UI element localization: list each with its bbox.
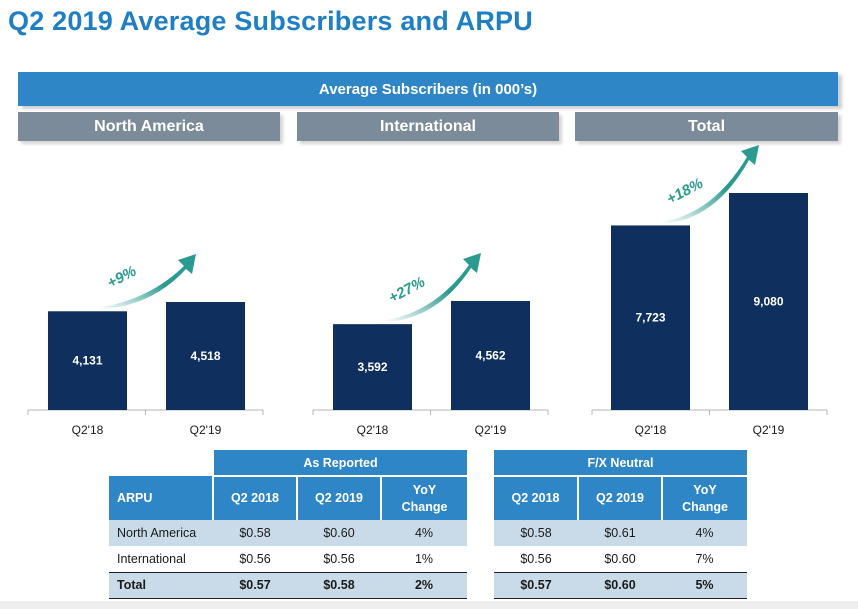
subscribers-bar-charts: 4,131 Q2'18 4,518 Q2'19 +9% 3,592 Q2'18 4,562 Q2… — [27, 145, 828, 437]
fx-neutral-header: F/X Neutral — [494, 450, 747, 477]
table-cell: $0.60 — [604, 578, 636, 592]
x-tick-label: Q2'19 — [475, 423, 507, 437]
bar-value-label: 9,080 — [753, 295, 783, 309]
panel-header-total: Total — [575, 112, 838, 141]
bar-value-label: 4,562 — [475, 348, 505, 362]
arpu-as-reported-table: As Reported ARPU Q2 2018 Q2 2019 YoY Cha… — [109, 450, 467, 599]
growth-arrow-icon — [100, 254, 196, 310]
table-row: International $0.56 $0.56 1% — [109, 546, 467, 572]
table-cell: 1% — [414, 551, 434, 566]
panel-header-north-america: North America — [18, 112, 280, 141]
panel-header-international: International — [297, 112, 559, 141]
table-cell: $0.60 — [323, 526, 355, 540]
x-tick-label: Q2'19 — [753, 423, 785, 437]
table-cell: 2% — [414, 578, 434, 592]
column-header: Q2 2019 — [296, 476, 381, 520]
growth-arrow-icon — [385, 252, 481, 323]
growth-arrow-icon — [663, 145, 759, 224]
bar-international-1 — [451, 300, 530, 410]
x-tick-label: Q2'18 — [635, 423, 667, 437]
growth-annotation: +27% — [386, 274, 428, 307]
column-header: YoY Change — [661, 476, 747, 520]
table-row: $0.58 $0.61 4% — [494, 520, 747, 546]
table-cell: $0.57 — [520, 578, 552, 592]
bar-value-label: 4,518 — [190, 349, 220, 363]
bar-international-0 — [333, 324, 412, 410]
growth-annotation: +18% — [664, 175, 706, 208]
table-row-total: Total $0.57 $0.58 2% — [109, 572, 467, 598]
column-header: Q2 2019 — [577, 476, 662, 520]
arpu-row-header: ARPU — [117, 490, 153, 505]
bar-north-america-1 — [166, 302, 245, 410]
x-tick-label: Q2'18 — [72, 423, 104, 437]
row-label: Total — [117, 578, 146, 592]
growth-annotation: +9% — [104, 263, 139, 292]
arpu-fx-neutral-table: F/X Neutral Q2 2018 Q2 2019 YoY Change $… — [494, 450, 747, 599]
column-header: Q2 2018 — [511, 491, 560, 505]
table-cell: 4% — [695, 526, 714, 540]
footer-strip — [0, 601, 858, 609]
table-cell: $0.57 — [239, 578, 271, 592]
bar-value-label: 3,592 — [357, 360, 387, 374]
table-cell: $0.56 — [323, 551, 355, 566]
table-cell: $0.56 — [520, 551, 552, 566]
bar-north-america-0 — [48, 311, 127, 410]
table-cell: $0.60 — [604, 551, 636, 566]
table-cell: 7% — [695, 551, 714, 566]
bar-value-label: 7,723 — [635, 311, 665, 325]
row-label: International — [117, 551, 186, 566]
bar-total-0 — [611, 225, 690, 410]
subscribers-banner: Average Subscribers (in 000’s) — [18, 72, 838, 106]
x-tick-label: Q2'19 — [190, 423, 222, 437]
table-cell: $0.58 — [520, 526, 552, 540]
bar-value-label: 4,131 — [72, 354, 102, 368]
table-row: North America $0.58 $0.60 4% — [109, 520, 467, 546]
table-row: $0.56 $0.60 7% — [494, 546, 747, 572]
table-cell: $0.56 — [239, 551, 271, 566]
table-cell: $0.58 — [239, 526, 271, 540]
row-label: North America — [117, 526, 197, 540]
bar-total-1 — [729, 193, 808, 410]
column-header: YoY Change — [380, 476, 467, 520]
table-row-total: $0.57 $0.60 5% — [494, 572, 747, 598]
page-title: Q2 2019 Average Subscribers and ARPU — [8, 6, 533, 36]
table-cell: 5% — [695, 578, 714, 592]
x-tick-label: Q2'18 — [357, 423, 389, 437]
table-cell: 4% — [414, 526, 434, 540]
table-cell: $0.61 — [604, 526, 636, 540]
table-cell: $0.58 — [323, 578, 355, 592]
column-header: Q2 2018 — [212, 476, 297, 520]
as-reported-header: As Reported — [212, 450, 467, 477]
